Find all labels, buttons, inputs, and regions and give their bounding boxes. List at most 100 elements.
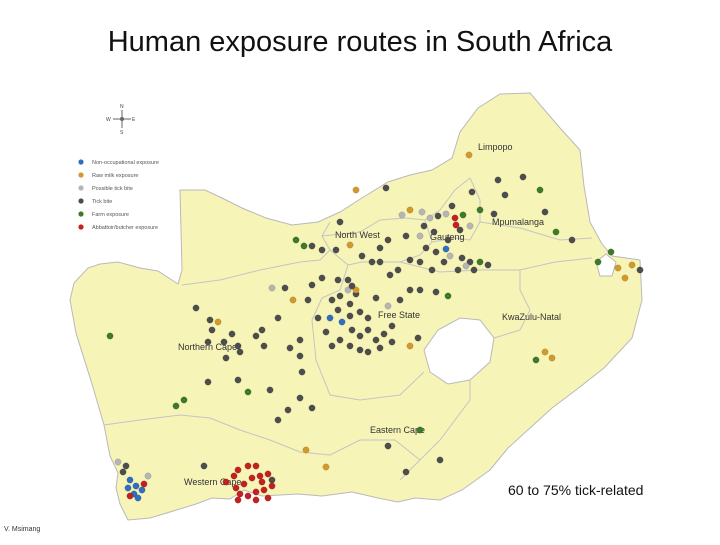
case-marker (234, 496, 242, 504)
case-marker (456, 226, 464, 234)
case-marker (519, 173, 527, 181)
case-marker (346, 241, 354, 249)
label-north-west: North West (335, 230, 380, 240)
case-marker (302, 446, 310, 454)
case-marker (402, 468, 410, 476)
case-marker (416, 258, 424, 266)
case-marker (208, 326, 216, 334)
case-marker (476, 258, 484, 266)
legend-swatch (78, 159, 84, 165)
case-marker (430, 228, 438, 236)
label-free-state: Free State (378, 310, 420, 320)
case-marker (264, 494, 272, 502)
south-africa-outline (69, 92, 643, 521)
case-marker (416, 426, 424, 434)
case-marker (466, 258, 474, 266)
case-marker (289, 296, 297, 304)
province-borders (103, 177, 593, 481)
label-western-cape: Western Cape (184, 477, 241, 487)
case-marker (414, 334, 422, 342)
case-marker (462, 262, 470, 270)
case-markers (106, 151, 644, 504)
case-marker (402, 232, 410, 240)
case-marker (274, 416, 282, 424)
case-marker (446, 252, 454, 260)
case-marker (119, 468, 127, 476)
case-marker (260, 486, 268, 494)
case-marker (180, 396, 188, 404)
case-marker (426, 214, 434, 222)
case-marker (308, 404, 316, 412)
case-marker (228, 330, 236, 338)
case-marker (568, 236, 576, 244)
case-marker (334, 276, 342, 284)
case-marker (376, 344, 384, 352)
author-credit: V. Msimang (4, 526, 41, 533)
case-marker (418, 208, 426, 216)
case-marker (432, 288, 440, 296)
case-marker (234, 376, 242, 384)
map-legend: Non-occupational exposure Raw milk exposu… (78, 159, 159, 231)
case-marker (536, 186, 544, 194)
case-marker (284, 406, 292, 414)
case-marker (356, 332, 364, 340)
legend-swatch (78, 211, 84, 217)
case-marker (388, 322, 396, 330)
case-marker (328, 342, 336, 350)
case-marker (352, 286, 360, 294)
label-northern-cape: Northern Cape (178, 342, 237, 352)
case-marker (352, 186, 360, 194)
case-marker (470, 266, 478, 274)
label-kwazulu-natal: KwaZulu-Natal (502, 312, 561, 322)
legend-label: Tick bite (92, 199, 112, 205)
label-mpumalanga: Mpumalanga (492, 217, 544, 227)
case-marker (356, 308, 364, 316)
case-marker (451, 214, 459, 222)
case-marker (364, 326, 372, 334)
case-marker (420, 222, 428, 230)
case-marker (344, 276, 352, 284)
case-marker (384, 442, 392, 450)
compass-w: W (106, 117, 111, 123)
case-marker (268, 482, 276, 490)
case-marker (308, 281, 316, 289)
case-marker (126, 476, 134, 484)
case-marker (628, 261, 636, 269)
case-marker (394, 266, 402, 274)
case-marker (406, 256, 414, 264)
case-marker (236, 490, 244, 498)
tick-related-note: 60 to 75% tick-related (508, 482, 644, 498)
legend-label: Raw milk exposure (92, 173, 138, 179)
case-marker (256, 472, 264, 480)
case-marker (458, 254, 466, 262)
legend-swatch (78, 172, 84, 178)
case-marker (607, 248, 615, 256)
map-title: Human exposure routes in South Africa (107, 26, 613, 58)
case-marker (532, 356, 540, 364)
case-marker (398, 211, 406, 219)
case-marker (541, 208, 549, 216)
case-marker (376, 258, 384, 266)
case-marker (422, 244, 430, 252)
case-marker (264, 470, 272, 478)
case-marker (252, 496, 260, 504)
case-marker (322, 463, 330, 471)
case-marker (452, 221, 460, 229)
case-marker (234, 466, 242, 474)
label-limpopo: Limpopo (478, 142, 513, 152)
case-marker (636, 266, 644, 274)
case-marker (332, 246, 340, 254)
case-marker (444, 292, 452, 300)
case-marker (281, 284, 289, 292)
case-marker (348, 282, 356, 290)
case-marker (384, 236, 392, 244)
case-marker (448, 202, 456, 210)
case-marker (372, 294, 380, 302)
case-marker (346, 312, 354, 320)
case-marker (220, 338, 228, 346)
case-marker (416, 286, 424, 294)
case-marker (286, 344, 294, 352)
case-marker (368, 258, 376, 266)
